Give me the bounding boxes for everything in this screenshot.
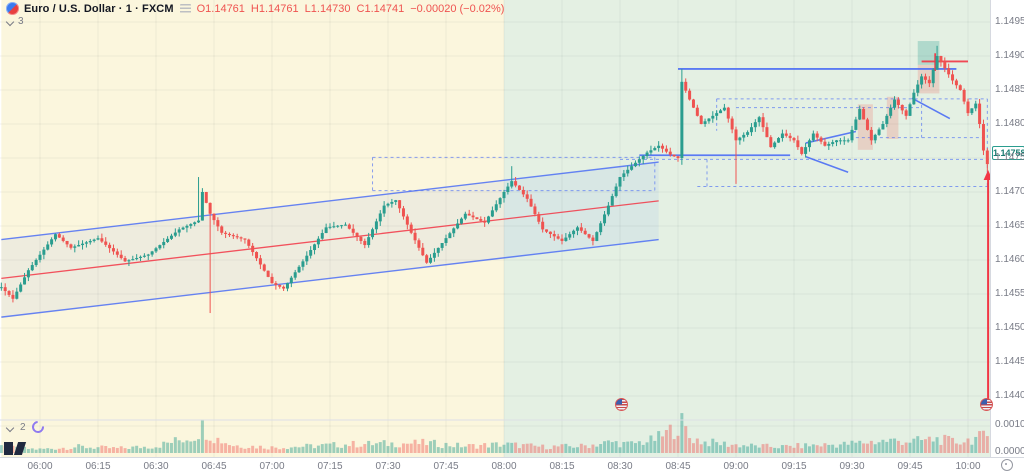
time-tick-label: 09:30	[839, 461, 865, 472]
tradingview-watermark-logo	[4, 442, 32, 456]
volume-pane-legend[interactable]: 2	[7, 418, 47, 436]
time-tick-label: 09:15	[781, 461, 807, 472]
symbol-title[interactable]: Euro / U.S. Dollar · 1 · FXCM	[24, 2, 174, 15]
chart-canvas[interactable]	[0, 0, 990, 457]
supply-demand-zones[interactable]	[857, 41, 940, 150]
time-tick-label: 09:45	[897, 461, 923, 472]
price-axis[interactable]: 1.14758 1.14950 1.14900 1.14850 1.14800 1.14…	[990, 0, 1024, 457]
symbol-logo-icon	[6, 2, 19, 15]
time-tick-label: 08:15	[549, 461, 575, 472]
indicators-count: 3	[18, 16, 24, 27]
pennant-lower-line[interactable]	[805, 155, 849, 174]
price-tick-label: 1.14450	[995, 356, 1024, 367]
time-tick-label: 07:45	[433, 461, 459, 472]
time-tick-label: 08:30	[607, 461, 633, 472]
time-tick-label: 06:15	[85, 461, 111, 472]
low-label: L	[304, 2, 311, 15]
economic-event-flag-icon[interactable]	[980, 398, 994, 411]
price-tick-label: 1.14800	[995, 118, 1024, 129]
low-value: 1.14730	[310, 2, 351, 15]
price-tick-label: 1.14700	[995, 186, 1024, 197]
time-axis[interactable]: 06:00 06:15 06:30 06:45 07:00 07:15 07:30 07:45…	[0, 457, 1024, 473]
time-tick-label: 06:30	[143, 461, 169, 472]
close-value: 1.14741	[364, 2, 405, 15]
chevron-down-icon	[7, 424, 14, 431]
time-tick-label: 08:00	[491, 461, 517, 472]
time-tick-label: 07:00	[259, 461, 285, 472]
price-tick-label: 1.14650	[995, 220, 1024, 231]
time-tick-label: 08:45	[665, 461, 691, 472]
volume-indicators-count: 2	[20, 421, 26, 433]
open-label: O	[196, 2, 206, 15]
time-tick-label: 09:00	[723, 461, 749, 472]
price-tick-label: 1.14750	[995, 152, 1024, 163]
grid-lines	[0, 0, 990, 457]
price-tick-label: 1.14850	[995, 84, 1024, 95]
time-tick-label: 06:00	[27, 461, 53, 472]
legend-more-icon[interactable]	[179, 4, 191, 13]
change-value: −0.00020 (−0.02%)	[410, 2, 505, 15]
price-tick-label: 1.14500	[995, 322, 1024, 333]
lower-highs-line[interactable]	[911, 97, 951, 120]
chevron-down-icon	[7, 18, 14, 25]
parallel-channel-drawing[interactable]	[1, 161, 659, 318]
candles-series	[0, 45, 989, 314]
supply-zone-red-3[interactable]	[886, 96, 899, 139]
pennant-upper-line[interactable]	[805, 130, 857, 144]
symbol-legend: Euro / U.S. Dollar · 1 · FXCM O1.14761 H…	[6, 2, 504, 15]
time-tick-label: 07:15	[317, 461, 343, 472]
high-label: H	[250, 2, 259, 15]
time-tick-label: 10:00	[955, 461, 981, 472]
ohlc-values: O1.14761 H1.14761 L1.14730 C1.14741 −0.0…	[197, 3, 505, 15]
indicator-loop-icon	[29, 418, 47, 436]
price-tick-label: 1.14600	[995, 254, 1024, 265]
price-tick-label: 1.14950	[995, 16, 1024, 27]
axis-settings-icon[interactable]	[1001, 459, 1013, 471]
close-label: C	[356, 2, 365, 15]
time-tick-label: 06:45	[201, 461, 227, 472]
economic-event-flag-icon[interactable]	[614, 398, 628, 411]
up-arrow-drawing[interactable]	[983, 170, 990, 404]
volume-series	[0, 413, 989, 453]
supply-zone-red-2[interactable]	[857, 104, 873, 150]
time-tick-label: 07:30	[375, 461, 401, 472]
current-price-label: 1.14758	[992, 146, 1024, 160]
high-value: 1.14761	[258, 2, 299, 15]
supply-zone-green[interactable]	[917, 41, 940, 65]
open-value: 1.14761	[205, 2, 245, 15]
price-tick-label: 1.14900	[995, 50, 1024, 61]
price-tick-label: 1.14550	[995, 288, 1024, 299]
indicators-collapsed-toggle[interactable]: 3	[7, 16, 24, 27]
